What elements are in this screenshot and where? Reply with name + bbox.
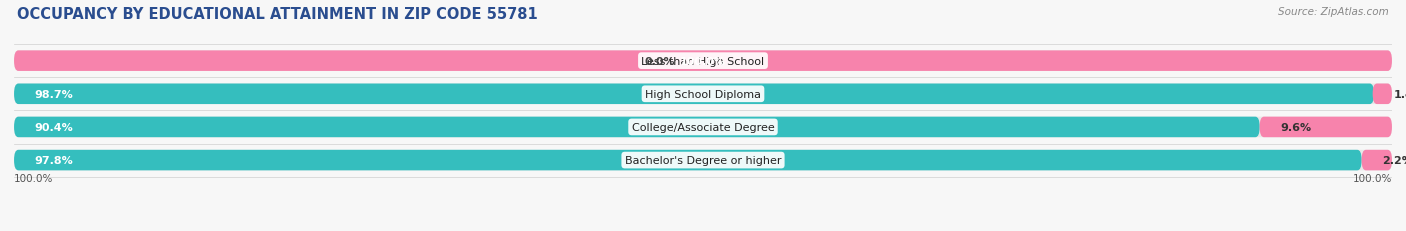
- Text: 100.0%: 100.0%: [1353, 173, 1392, 183]
- FancyBboxPatch shape: [14, 117, 1260, 138]
- FancyBboxPatch shape: [14, 51, 1392, 72]
- Text: 2.2%: 2.2%: [1382, 155, 1406, 165]
- Legend: Owner-occupied, Renter-occupied: Owner-occupied, Renter-occupied: [588, 228, 818, 231]
- FancyBboxPatch shape: [1372, 84, 1392, 105]
- Text: 1.4%: 1.4%: [1393, 89, 1406, 99]
- Text: College/Associate Degree: College/Associate Degree: [631, 122, 775, 132]
- FancyBboxPatch shape: [14, 150, 1361, 171]
- Text: 0.0%: 0.0%: [645, 56, 675, 66]
- FancyBboxPatch shape: [1361, 150, 1392, 171]
- FancyBboxPatch shape: [1260, 117, 1392, 138]
- Text: 9.6%: 9.6%: [1281, 122, 1312, 132]
- FancyBboxPatch shape: [14, 150, 1392, 171]
- Text: 100.0%: 100.0%: [14, 173, 53, 183]
- FancyBboxPatch shape: [14, 117, 1392, 138]
- Text: Source: ZipAtlas.com: Source: ZipAtlas.com: [1278, 7, 1389, 17]
- Text: 98.7%: 98.7%: [35, 89, 73, 99]
- FancyBboxPatch shape: [14, 51, 1392, 72]
- Text: 100.0%: 100.0%: [681, 56, 725, 66]
- FancyBboxPatch shape: [14, 84, 1374, 105]
- Text: Less than High School: Less than High School: [641, 56, 765, 66]
- Text: 97.8%: 97.8%: [35, 155, 73, 165]
- Text: Bachelor's Degree or higher: Bachelor's Degree or higher: [624, 155, 782, 165]
- Text: 90.4%: 90.4%: [35, 122, 73, 132]
- Text: OCCUPANCY BY EDUCATIONAL ATTAINMENT IN ZIP CODE 55781: OCCUPANCY BY EDUCATIONAL ATTAINMENT IN Z…: [17, 7, 537, 22]
- FancyBboxPatch shape: [14, 84, 1392, 105]
- Text: High School Diploma: High School Diploma: [645, 89, 761, 99]
